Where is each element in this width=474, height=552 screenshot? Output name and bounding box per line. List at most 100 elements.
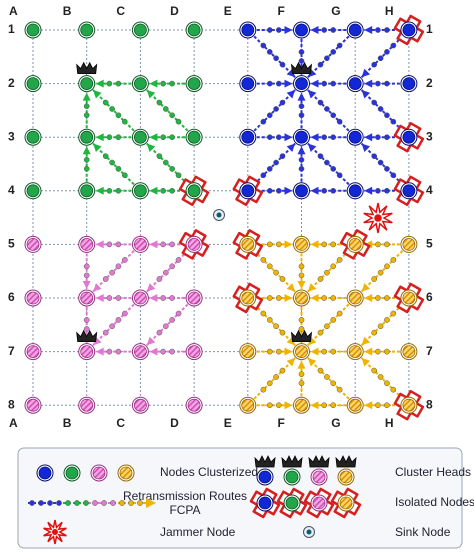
route-bead <box>330 402 337 409</box>
grid <box>32 29 410 406</box>
route-arrowhead <box>364 133 373 142</box>
route-bead <box>390 172 397 179</box>
row-label: 2 <box>8 76 15 90</box>
row-label: 6 <box>8 290 15 304</box>
route-bead <box>330 49 337 55</box>
route-bead <box>106 187 113 194</box>
node <box>38 466 52 480</box>
legend-text: Jammer Node <box>160 525 236 539</box>
route-bead <box>156 99 163 106</box>
route-bead <box>375 80 381 87</box>
route-bead <box>330 295 337 301</box>
node <box>312 470 326 484</box>
route-bead <box>260 172 267 179</box>
route-bead <box>298 112 305 119</box>
legend-bead <box>128 500 134 506</box>
route-arrowhead <box>284 26 293 34</box>
node <box>402 130 416 144</box>
route-arrowhead <box>297 146 306 155</box>
route-arrowhead <box>310 347 319 356</box>
route-bead <box>260 257 267 263</box>
row-label: 2 <box>426 76 433 90</box>
node <box>402 77 416 90</box>
route-bead <box>121 172 128 179</box>
route-bead <box>273 374 279 380</box>
route-bead <box>160 80 166 87</box>
route-bead <box>298 272 305 279</box>
node <box>295 345 308 359</box>
node <box>80 130 94 144</box>
route-bead <box>330 317 337 323</box>
row-label: 6 <box>426 290 433 304</box>
route-bead <box>298 326 305 332</box>
route-bead <box>266 402 273 409</box>
route-bead <box>83 112 90 119</box>
node <box>295 398 308 412</box>
node <box>80 77 94 90</box>
node <box>241 77 255 90</box>
route-bead <box>162 269 169 276</box>
route-bead <box>109 106 115 112</box>
route-arrowhead <box>149 347 158 356</box>
route-bead <box>324 269 330 276</box>
route-bead <box>390 42 397 49</box>
node <box>295 77 308 90</box>
route-bead <box>169 295 175 301</box>
route-bead <box>321 295 328 301</box>
route-arrowhead <box>93 143 102 153</box>
route-bead <box>279 367 286 374</box>
row-label: 5 <box>8 237 15 251</box>
legend-bead <box>29 500 35 506</box>
column-label: E <box>224 4 232 18</box>
route-bead <box>266 49 273 55</box>
legend-text: FCPA <box>169 503 200 517</box>
node <box>285 496 299 510</box>
column-label: C <box>116 4 125 18</box>
route-bead <box>160 187 166 194</box>
route-bead <box>102 153 109 160</box>
legend-text: Isolated Nodes <box>395 495 474 509</box>
axis-labels: A A B B C C D D E E F F G G H H 1 1 2 2 3 3 4 4 5 5 6 6 7 7 8 8 <box>8 4 433 430</box>
node <box>133 77 147 90</box>
crown-icon <box>281 455 303 468</box>
node <box>348 291 362 305</box>
node <box>187 130 201 144</box>
route-bead <box>330 166 337 172</box>
node <box>80 237 94 251</box>
route-bead <box>375 241 381 248</box>
route-arrowhead <box>146 89 156 99</box>
route-arrowhead <box>95 79 104 88</box>
route-bead <box>266 27 273 33</box>
route-bead <box>371 329 378 336</box>
column-label: B <box>63 4 72 18</box>
node <box>187 237 201 251</box>
node <box>26 237 40 251</box>
node <box>241 398 255 412</box>
route-bead <box>384 27 390 33</box>
route-arrowhead <box>310 79 319 88</box>
node <box>348 184 362 198</box>
route-arrowhead <box>297 92 306 101</box>
legend-bead <box>74 500 80 506</box>
route-bead <box>169 263 176 270</box>
route-bead <box>160 295 166 301</box>
route-arrowhead <box>284 294 293 302</box>
route-arrowhead <box>307 336 317 346</box>
row-label: 4 <box>8 183 15 197</box>
route-bead <box>330 241 337 248</box>
route-bead <box>266 80 273 87</box>
route-bead <box>317 367 324 374</box>
route-bead <box>102 276 109 282</box>
route-bead <box>275 348 282 355</box>
route-bead <box>371 99 378 106</box>
route-bead <box>175 310 182 317</box>
route-bead <box>275 187 282 194</box>
node <box>402 345 416 359</box>
route-bead <box>384 380 390 387</box>
route-bead <box>384 317 390 323</box>
route-bead <box>121 257 128 263</box>
route-bead <box>377 269 384 276</box>
node <box>258 496 272 510</box>
route-arrowhead <box>361 68 371 78</box>
column-label: G <box>331 4 340 18</box>
